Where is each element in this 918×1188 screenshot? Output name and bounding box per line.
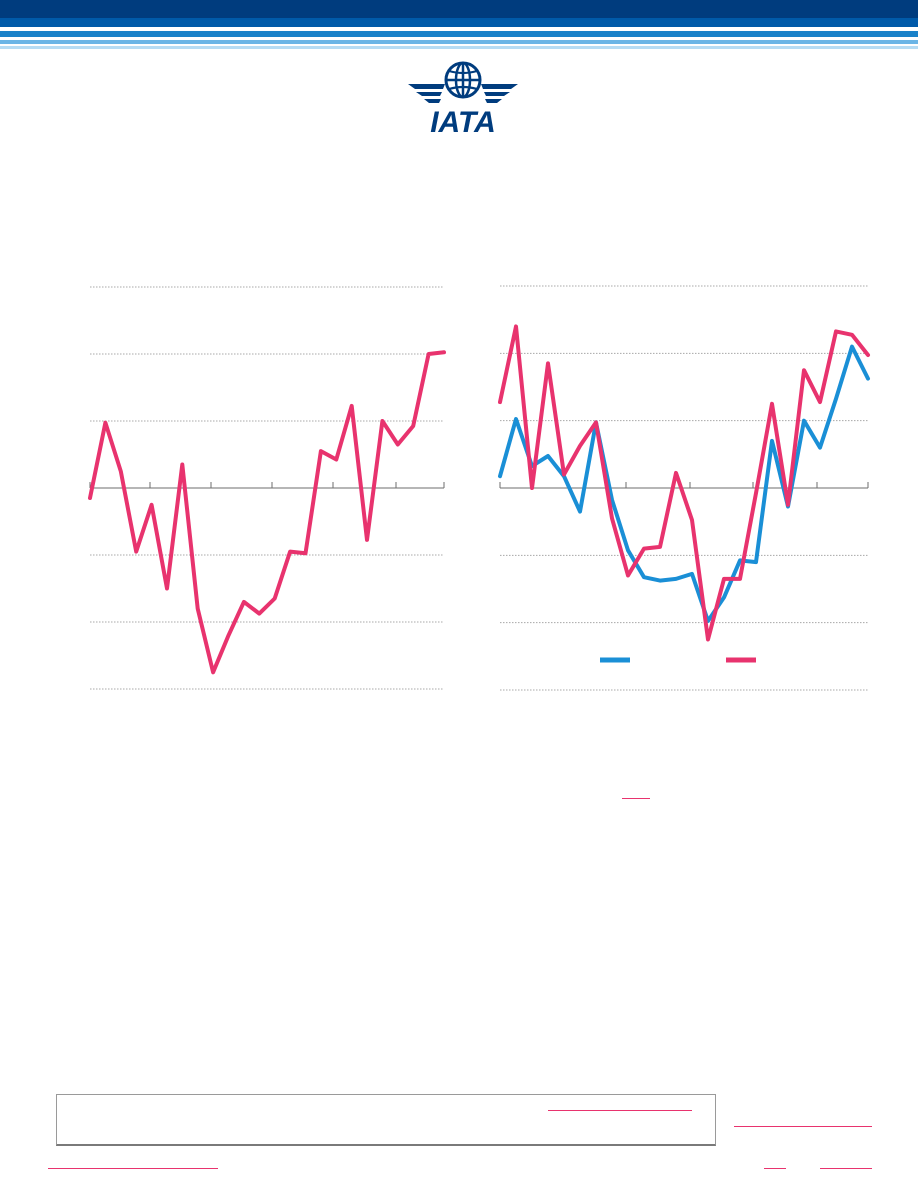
side-link-underline[interactable] xyxy=(734,1126,872,1127)
series-line xyxy=(88,350,446,675)
banner-band xyxy=(0,40,918,44)
footer-box xyxy=(56,1094,716,1146)
chart-left xyxy=(88,286,446,690)
series-line xyxy=(498,324,870,642)
banner-band xyxy=(0,31,918,37)
series-line xyxy=(498,344,870,623)
bottom-left-link-underline[interactable] xyxy=(48,1168,218,1169)
bottom-right-link-underline[interactable] xyxy=(820,1168,872,1169)
banner-band xyxy=(0,46,918,49)
top-banner xyxy=(0,0,918,50)
logo-wordmark: IATA xyxy=(430,106,496,138)
iata-logo: IATA xyxy=(405,58,521,139)
chart-right xyxy=(498,285,870,691)
banner-band xyxy=(0,18,918,27)
banner-band xyxy=(0,37,918,40)
footer-link-underline[interactable] xyxy=(548,1110,692,1111)
banner-band xyxy=(0,27,918,31)
banner-band xyxy=(0,0,918,18)
globe-wings-icon: IATA xyxy=(408,61,518,139)
link-underline[interactable] xyxy=(622,798,650,799)
bottom-right-link-underline[interactable] xyxy=(764,1168,786,1169)
banner-band xyxy=(0,44,918,46)
